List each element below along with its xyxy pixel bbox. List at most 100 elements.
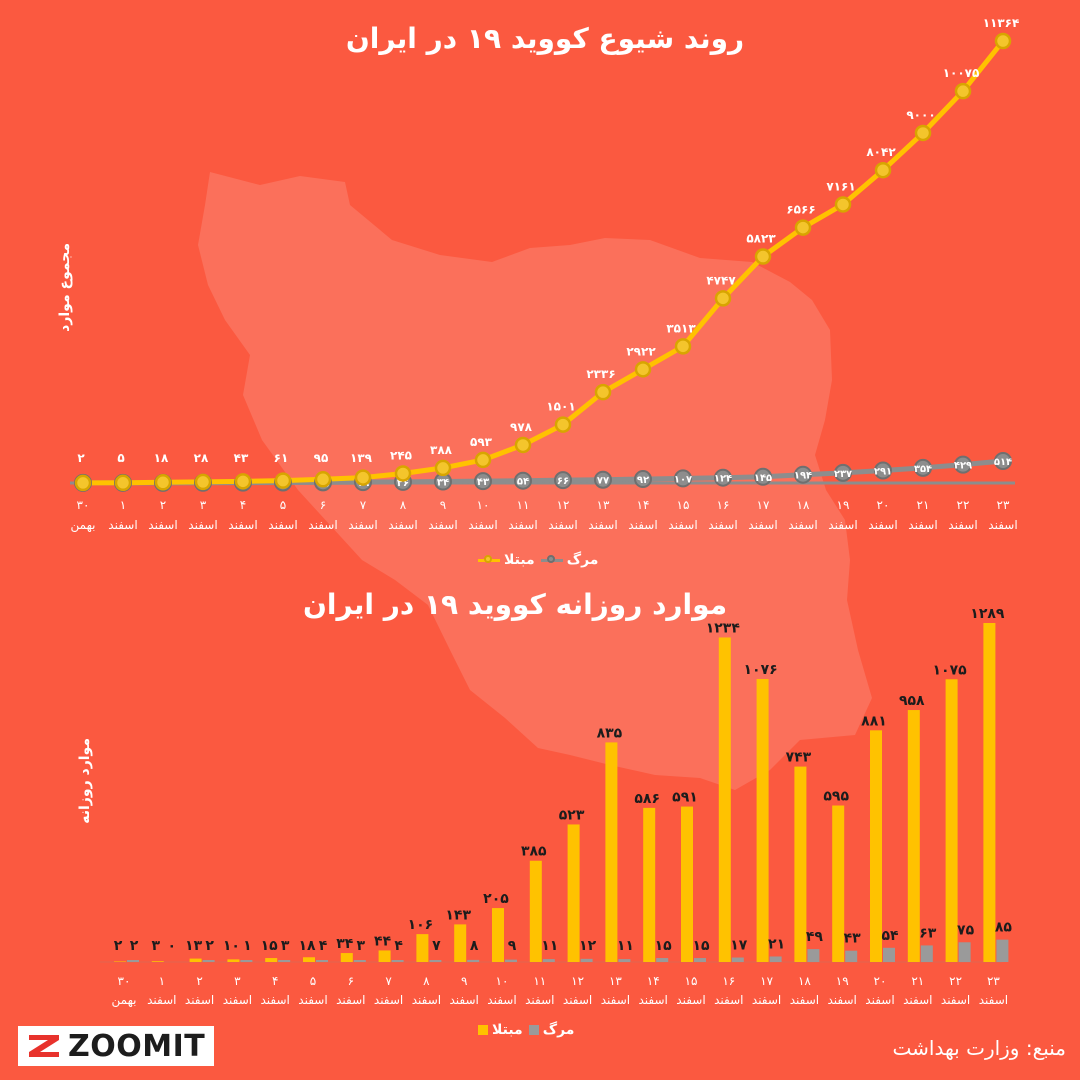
x-tick-month: اسفند (979, 993, 1008, 1007)
x-tick-day: ۲ (160, 498, 166, 512)
bar-infected (265, 958, 278, 962)
point-label-infected: ۱۰۰۷۵ (943, 66, 980, 80)
x-tick-day: ۱۷ (757, 498, 770, 512)
bar-label-deaths: ۰ (168, 938, 177, 954)
bar-infected (227, 959, 240, 962)
point-label-infected: ۲۳۳۶ (586, 367, 615, 381)
bar-label-deaths: ۹ (508, 938, 517, 954)
legend-item-deaths: مرگ (540, 552, 598, 568)
point-infected (754, 248, 772, 265)
x-tick-month: اسفند (868, 518, 897, 532)
bar-label-infected: ۳ (152, 938, 161, 954)
bar-label-deaths: ۴۳ (844, 931, 862, 947)
x-tick-month: اسفند (185, 993, 214, 1007)
bar-label-infected: ۱۳ (185, 938, 203, 954)
bar-label-deaths: ۵۴ (881, 928, 899, 944)
bar-label-infected: ۱۸ (298, 938, 316, 954)
point-infected (714, 290, 732, 307)
bar-infected (567, 824, 580, 962)
x-tick-day: ۴ (272, 974, 278, 988)
x-tick-day: ۳ (200, 498, 207, 512)
bar-deaths (845, 950, 858, 962)
point-label-infected: ۹۵ (314, 451, 329, 465)
legend-line-marker-icon (478, 554, 500, 566)
bar-infected (189, 958, 202, 962)
point-infected (194, 473, 212, 491)
bar-deaths (353, 960, 366, 962)
x-tick-month: اسفند (948, 518, 977, 532)
bar-label-infected: ۱۲۳۴ (706, 620, 741, 636)
x-tick-day: ۲۰ (877, 498, 890, 512)
point-infected (554, 416, 572, 433)
bar-label-infected: ۴۴ (374, 933, 392, 949)
bar-label-deaths: ۱۱ (541, 938, 558, 954)
point-infected (794, 219, 812, 236)
bar-infected (151, 961, 164, 962)
x-tick-month: اسفند (188, 518, 217, 532)
x-tick-day: ۹ (440, 498, 446, 512)
bar-label-infected: ۱۰۷۵ (933, 662, 968, 678)
point-label-infected: ۲۴۵ (390, 448, 412, 462)
point-label-deaths: ۲۶ (397, 478, 409, 489)
point-infected (274, 472, 292, 489)
x-tick-day: ۶ (320, 498, 326, 512)
x-tick-month: اسفند (487, 993, 516, 1007)
x-tick-day: ۱۶ (722, 974, 735, 988)
point-label-deaths: ۲۳۷ (834, 469, 852, 480)
point-deaths (754, 467, 772, 486)
point-label-infected: ۶۵۶۶ (786, 203, 815, 217)
bar-label-infected: ۸۳۵ (597, 725, 623, 741)
point-label-deaths: ۱۲۴ (714, 474, 732, 485)
x-tick-day: ۱ (120, 498, 126, 512)
point-label-infected: ۳۵۱۳ (666, 321, 696, 335)
bar-infected (114, 961, 126, 962)
bar-label-deaths: ۳ (357, 938, 366, 954)
x-tick-month: اسفند (348, 518, 377, 532)
bar-deaths (769, 956, 782, 962)
legend-label-infected: مبتلا (492, 1022, 523, 1038)
x-tick-month: اسفند (988, 518, 1017, 532)
bar-infected (945, 679, 958, 962)
bar-deaths (316, 960, 328, 962)
legend-item-infected: مبتلا (478, 1022, 523, 1038)
point-deaths (874, 461, 892, 480)
point-label-infected: ۷۱۶۱ (826, 179, 855, 193)
point-infected (874, 161, 892, 179)
x-tick-month: اسفند (628, 518, 657, 532)
bar-label-deaths: ۲۱ (768, 936, 785, 952)
x-tick-day: ۵ (310, 974, 316, 988)
legend-item-infected: مبتلا (478, 552, 535, 568)
point-deaths (954, 455, 972, 474)
x-tick-month: اسفند (428, 518, 457, 532)
x-tick-day: ۱۰ (496, 974, 509, 988)
point-label-infected: ۱۵۰۱ (546, 400, 575, 414)
legend-line-marker-icon (540, 554, 563, 566)
bar-label-deaths: ۲ (130, 938, 139, 954)
bar-deaths (429, 960, 442, 962)
bar-deaths (694, 958, 706, 962)
x-tick-month: اسفند (468, 518, 497, 532)
bar-label-deaths: ۷ (432, 938, 441, 954)
bar-deaths (505, 959, 517, 962)
bar-infected (643, 807, 656, 962)
x-tick-month: اسفند (388, 518, 417, 532)
x-tick-day: ۲۲ (949, 974, 962, 988)
y-axis-label-cumulative: مجموع موارد (57, 243, 73, 332)
bar-deaths (278, 960, 291, 962)
bar-label-deaths: ۸ (470, 938, 479, 954)
point-deaths (594, 470, 612, 489)
point-infected (914, 124, 932, 142)
bar-deaths (958, 942, 971, 962)
x-tick-month: اسفند (228, 518, 257, 532)
point-label-infected: ۵۹۳ (470, 435, 493, 449)
x-tick-month: اسفند (336, 993, 365, 1007)
x-tick-day: ۱۹ (836, 974, 849, 988)
x-tick-day: ۱۳ (597, 498, 610, 512)
bar-infected (529, 860, 542, 962)
x-tick-month: اسفند (374, 993, 403, 1007)
bar-label-infected: ۵۹۱ (672, 790, 698, 806)
bar-label-infected: ۲۰۵ (483, 891, 509, 907)
point-label-deaths: ۷۷ (597, 476, 609, 487)
bar-label-infected: ۸۸۱ (861, 713, 887, 729)
